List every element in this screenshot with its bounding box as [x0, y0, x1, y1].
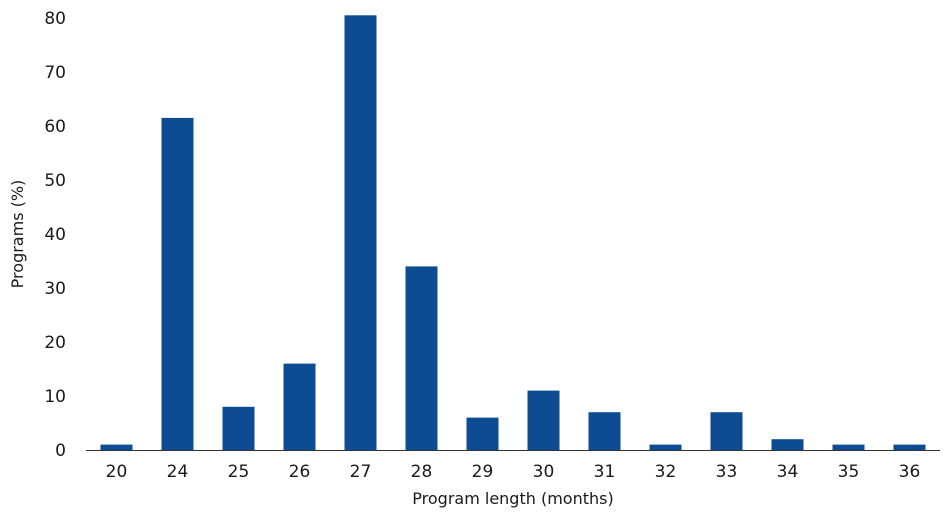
y-tick-label: 0	[55, 441, 66, 461]
x-tick-label: 33	[716, 462, 738, 482]
y-tick-label: 40	[44, 225, 66, 245]
x-tick-label: 31	[594, 462, 616, 482]
bar-29	[466, 417, 499, 450]
y-tick-label: 70	[44, 63, 66, 83]
bar-34	[771, 439, 804, 450]
y-tick-label: 20	[44, 333, 66, 353]
x-axis-title: Program length (months)	[412, 489, 613, 508]
bar-25	[222, 406, 255, 450]
bar-24	[161, 117, 194, 451]
y-tick-label: 30	[44, 279, 66, 299]
bar-32	[649, 444, 682, 450]
x-tick-label: 36	[899, 462, 921, 482]
y-tick-label: 10	[44, 387, 66, 407]
bars	[100, 15, 926, 451]
bar-27	[344, 15, 377, 451]
x-tick-label: 27	[350, 462, 372, 482]
x-tick-label: 32	[655, 462, 677, 482]
x-tick-label: 24	[167, 462, 189, 482]
y-tick-label: 50	[44, 171, 66, 191]
x-tick-label: 34	[777, 462, 799, 482]
bar-28	[405, 266, 438, 450]
y-tick-label: 80	[44, 9, 66, 29]
y-tick-label: 60	[44, 117, 66, 137]
x-tick-label: 35	[838, 462, 860, 482]
x-tick-label: 26	[289, 462, 311, 482]
x-tick-label: 30	[533, 462, 555, 482]
x-axis-ticks: 20 24 25 26 27 28 29 30 31 32 33 34 35 36	[106, 462, 921, 482]
bar-36	[893, 444, 926, 450]
x-tick-label: 20	[106, 462, 128, 482]
x-tick-label: 28	[411, 462, 433, 482]
bar-20	[100, 444, 133, 450]
bar-35	[832, 444, 865, 450]
bar-31	[588, 412, 621, 450]
bar-26	[283, 363, 316, 450]
x-tick-label: 25	[228, 462, 250, 482]
bar-33	[710, 412, 743, 450]
y-axis-title: Programs (%)	[8, 180, 27, 289]
bar-30	[527, 390, 560, 450]
x-tick-label: 29	[472, 462, 494, 482]
y-axis-ticks: 0 10 20 30 40 50 60 70 80	[44, 9, 66, 461]
